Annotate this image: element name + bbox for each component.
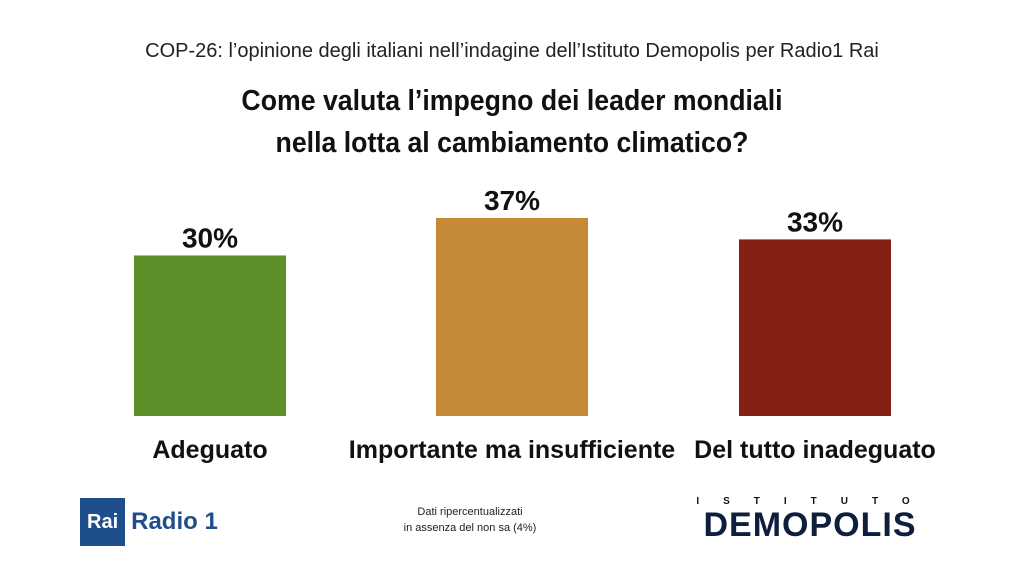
footnote: Dati ripercentualizzati in assenza del n… [360,504,580,536]
category-label-2: Importante ma insufficiente [349,436,676,464]
rai-logo-box: Rai [80,498,126,546]
demopolis-wordmark: DEMOPOLIS [703,506,917,544]
value-label-1: 30% [182,222,238,253]
chart-title-line2: nella lotta al cambiamento climatico? [275,127,749,159]
category-label-3: Del tutto inadeguato [694,436,936,464]
value-label-3: 33% [787,206,843,237]
footnote-line2: in assenza del non sa (4%) [403,522,537,534]
category-label-1: Adeguato [152,436,267,464]
bar-1 [134,255,286,416]
chart-title-line1: Come valuta l’impegno dei leader mondial… [241,85,783,117]
header-subtitle: COP-26: l’opinione degli italiani nell’i… [145,40,879,62]
rai-radio1-logo: Rai Radio 1 [80,498,218,546]
demopolis-subtitle: ISTITUTO [696,496,934,507]
footnote-line1: Dati ripercentualizzati [417,506,523,518]
value-label-2: 37% [484,185,540,216]
radio1-text: Radio 1 [131,508,218,535]
bar-2 [436,218,588,416]
bar-3 [739,239,891,416]
chart-title: Come valuta l’impegno dei leader mondial… [41,80,983,164]
demopolis-logo: ISTITUTO DEMOPOLIS [680,496,940,543]
